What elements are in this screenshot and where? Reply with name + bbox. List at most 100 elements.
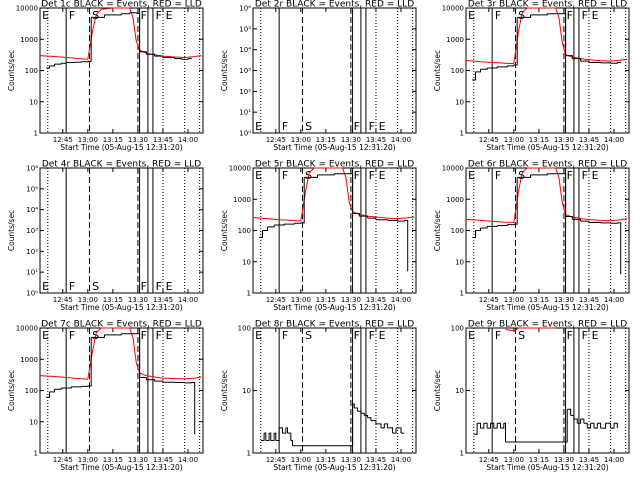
marker-label: E <box>468 329 475 342</box>
y-tick-label: 10² <box>26 248 38 256</box>
y-tick-label: 1 <box>460 130 464 138</box>
x-tick-label: 13:30 <box>128 136 148 144</box>
y-tick-label: 10000 <box>16 325 38 333</box>
marker-label: F <box>69 9 75 22</box>
x-axis-label: Start Time (05-Aug-15 12:31:20) <box>60 303 182 312</box>
plot-frame <box>252 7 417 134</box>
x-tick-label: 14:00 <box>178 456 198 464</box>
y-axis-label: Counts/sec <box>7 210 16 251</box>
panel-title: Det 4r BLACK = Events, RED = LLD <box>42 160 201 170</box>
marker-lines <box>473 8 627 133</box>
plot-frame <box>465 327 630 454</box>
x-axis-label: Start Time (05-Aug-15 12:31:20) <box>273 303 395 312</box>
marker-label: E <box>166 329 173 342</box>
marker-lines <box>260 168 414 293</box>
marker-label: F <box>567 329 573 342</box>
plot-frame <box>39 167 204 294</box>
x-tick-label: 13:15 <box>103 456 123 464</box>
panel-title: Det 5r BLACK = Events, RED = LLD <box>255 160 414 170</box>
marker-label: E <box>166 280 173 293</box>
x-axis-label: Start Time (05-Aug-15 12:31:20) <box>486 143 608 152</box>
panel-title: Det 9r BLACK = Events, RED = LLD <box>468 320 627 330</box>
x-tick-label: 13:30 <box>128 456 148 464</box>
x-tick-label: 13:30 <box>341 296 361 304</box>
marker-lines <box>47 328 201 453</box>
x-tick-label: 13:15 <box>316 296 336 304</box>
x-tick-label: 12:45 <box>53 136 73 144</box>
y-tick-label: 10 <box>455 387 464 395</box>
events-series-line <box>46 12 192 69</box>
marker-label: S <box>305 120 312 133</box>
marker-label: E <box>255 329 262 342</box>
marker-label: F <box>369 329 375 342</box>
marker-label: F <box>582 169 588 182</box>
marker-lines <box>47 168 201 293</box>
y-tick-label: 10⁵ <box>26 185 38 193</box>
y-tick-label: 1000 <box>20 356 38 364</box>
y-tick-label: 10⁴ <box>239 46 251 54</box>
y-tick-label: 10 <box>29 98 38 106</box>
y-tick-label: 1000 <box>20 36 38 44</box>
marker-label: F <box>69 280 75 293</box>
x-tick-label: 12:45 <box>479 296 499 304</box>
x-tick-label: 13:15 <box>103 296 123 304</box>
y-tick-label: 1000 <box>446 196 464 204</box>
y-tick-label: 10 <box>242 258 251 266</box>
x-tick-label: 12:45 <box>266 136 286 144</box>
marker-lines <box>47 8 201 133</box>
y-tick-label: 10000 <box>16 5 38 13</box>
x-tick-label: 13:30 <box>554 136 574 144</box>
x-tick-label: 14:00 <box>391 136 411 144</box>
panel-title: Det 6r BLACK = Events, RED = LLD <box>468 160 627 170</box>
y-axis-label: Counts/sec <box>433 210 442 251</box>
y-tick-label: 10000 <box>442 165 464 173</box>
x-axis-label: Start Time (05-Aug-15 12:31:20) <box>60 143 182 152</box>
panel-title: Det 7c BLACK = Events, RED = LLD <box>41 320 202 330</box>
marker-label: E <box>255 169 262 182</box>
x-tick-label: 13:00 <box>504 456 524 464</box>
y-axis-label: Counts/sec <box>220 210 229 251</box>
x-axis-label: Start Time (05-Aug-15 12:31:20) <box>273 463 395 472</box>
y-axis-label: Counts/sec <box>7 370 16 411</box>
x-tick-label: 14:00 <box>604 456 624 464</box>
y-axis-label: Counts/sec <box>220 370 229 411</box>
marker-lines <box>473 328 627 453</box>
marker-label: E <box>592 169 599 182</box>
y-tick-label: 1 <box>247 290 251 298</box>
marker-label: E <box>592 9 599 22</box>
x-tick-label: 12:45 <box>479 456 499 464</box>
marker-label: F <box>495 329 501 342</box>
x-tick-label: 13:00 <box>291 136 311 144</box>
y-tick-label: 100 <box>451 325 464 333</box>
x-axis-label: Start Time (05-Aug-15 12:31:20) <box>486 303 608 312</box>
y-tick-label: 10³ <box>26 227 38 235</box>
plot-frame <box>39 327 204 454</box>
x-tick-label: 13:00 <box>78 136 98 144</box>
marker-label: F <box>282 169 288 182</box>
marker-label: E <box>379 329 386 342</box>
x-tick-label: 13:45 <box>153 296 173 304</box>
x-tick-label: 13:45 <box>579 456 599 464</box>
y-tick-label: 100 <box>238 325 251 333</box>
y-axis-label: Counts/sec <box>7 50 16 91</box>
x-tick-label: 12:45 <box>266 296 286 304</box>
marker-label: F <box>69 329 75 342</box>
y-tick-label: 1 <box>34 450 38 458</box>
x-tick-label: 13:30 <box>341 456 361 464</box>
marker-label: F <box>567 169 573 182</box>
y-tick-label: 1 <box>34 130 38 138</box>
marker-label: F <box>582 9 588 22</box>
y-tick-label: 100 <box>25 67 38 75</box>
x-tick-label: 13:30 <box>341 136 361 144</box>
y-tick-label: 10⁰ <box>239 130 251 138</box>
marker-label: F <box>354 169 360 182</box>
plot-frame <box>465 7 630 134</box>
events-series-line <box>260 403 405 447</box>
marker-label: F <box>495 9 501 22</box>
x-tick-label: 13:45 <box>366 136 386 144</box>
lld-series-line <box>465 7 628 65</box>
y-tick-label: 1000 <box>233 196 251 204</box>
x-tick-label: 13:15 <box>316 136 336 144</box>
marker-lines <box>260 8 414 133</box>
